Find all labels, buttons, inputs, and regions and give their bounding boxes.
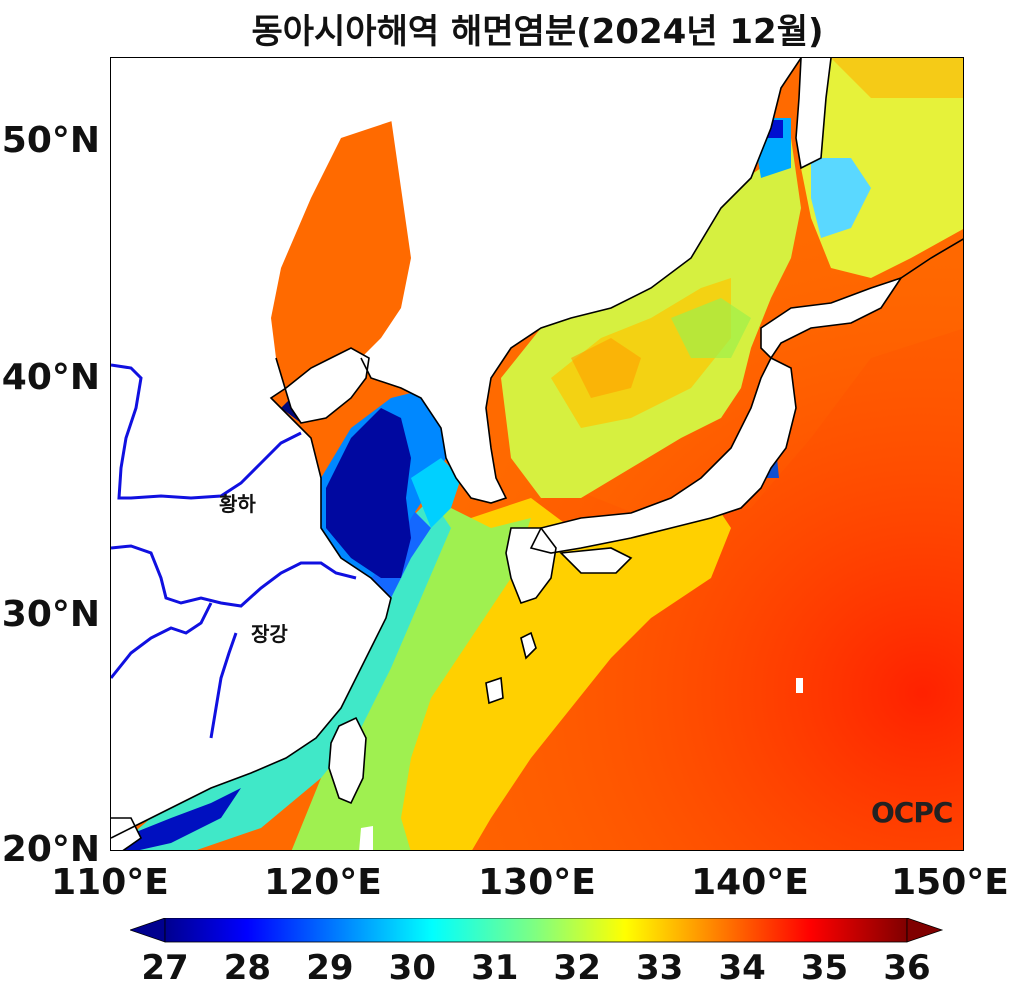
river-tributary <box>111 602 213 679</box>
land-shikoku <box>561 548 631 573</box>
x-tick-label: 150°E <box>891 862 1009 903</box>
colorbar-tick-label: 28 <box>223 948 272 988</box>
land-kyushu <box>506 528 556 603</box>
x-tick-label: 110°E <box>51 862 169 903</box>
y-tick-label: 40°N <box>1 357 100 398</box>
colorbar-tick-label: 36 <box>883 948 931 988</box>
colorbar-tick-label: 29 <box>306 948 354 988</box>
coastal-fresh-water <box>112 788 241 850</box>
east-sea <box>571 338 641 398</box>
colorbar-tick-label: 32 <box>553 948 601 988</box>
land-ogasawara <box>796 678 803 693</box>
salinity-map: 황하 장강 OCPC <box>110 57 964 851</box>
yellow-sea <box>411 458 461 528</box>
x-tick-label: 120°E <box>264 862 382 903</box>
river-huanghe <box>111 363 302 500</box>
east-sea <box>671 298 751 358</box>
rivers <box>111 363 357 739</box>
y-tick-label: 20°N <box>1 829 100 870</box>
colorbar-tick-label: 34 <box>718 948 766 988</box>
okhotsk-sea <box>831 58 963 98</box>
colorbar-tick-label: 30 <box>388 948 436 988</box>
y-tick-label: 30°N <box>1 594 100 635</box>
colorbar-extend-low <box>130 918 166 943</box>
x-tick-label: 130°E <box>478 862 596 903</box>
land-china <box>111 58 401 838</box>
land-korea-manchuria <box>361 58 801 503</box>
yellow-sea <box>326 408 411 578</box>
colorbar-tick-label: 33 <box>635 948 684 988</box>
y-tick-label: 50°N <box>1 120 100 161</box>
river-label-huanghe: 황하 <box>219 492 256 516</box>
colorbar <box>130 918 944 943</box>
colorbar-tick-label: 31 <box>471 948 519 988</box>
river-label-changjiang: 장강 <box>251 622 288 646</box>
land-ryukyu <box>486 678 503 703</box>
land-hokkaido <box>761 278 901 358</box>
colorbar-body <box>164 918 908 943</box>
land-luzon <box>359 826 373 850</box>
land-honshu <box>531 358 796 553</box>
river-changjiang <box>111 544 357 608</box>
ocpc-logo: OCPC <box>871 796 953 829</box>
x-tick-label: 140°E <box>691 862 809 903</box>
okhotsk-sea <box>811 158 871 238</box>
coastlines <box>111 58 963 850</box>
land-taiwan <box>329 718 366 803</box>
map-title: 동아시아해역 해면염분(2024년 12월) <box>251 12 824 52</box>
river-tributary <box>209 632 238 739</box>
colorbar-extend-high <box>906 918 944 943</box>
colorbar-tick-label: 27 <box>141 948 189 988</box>
colorbar-tick-label: 35 <box>800 948 849 988</box>
map-svg <box>111 58 963 850</box>
